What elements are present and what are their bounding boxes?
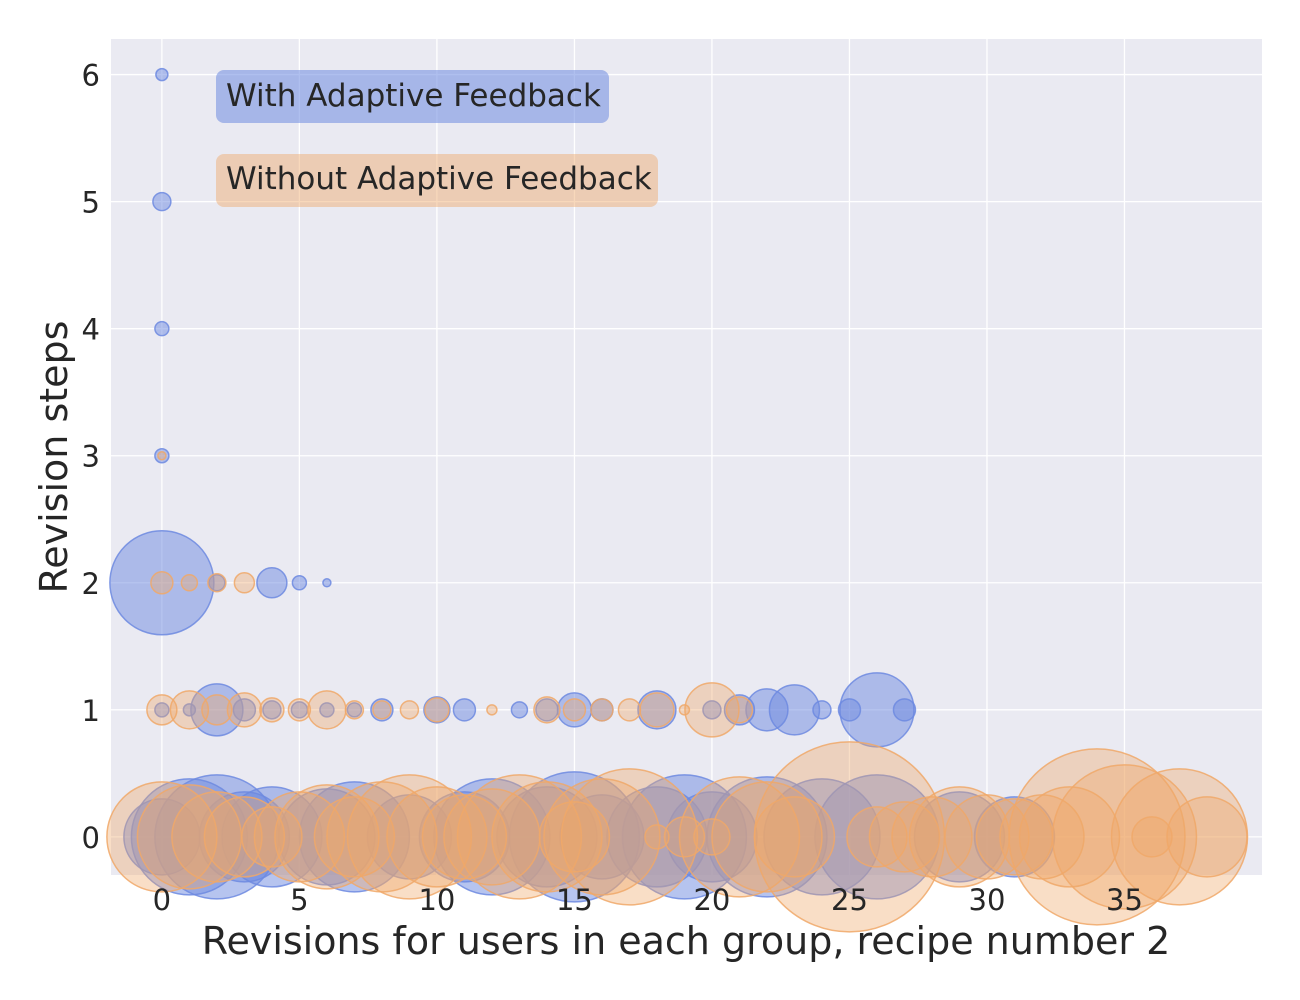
bubble-point [423, 696, 451, 724]
y-tick-label: 6 [82, 59, 100, 93]
bubble-point [319, 702, 335, 718]
series-without-feedback [106, 450, 1249, 933]
bubble-point [155, 67, 169, 82]
legend-label-with-feedback: With Adaptive Feedback [226, 78, 601, 114]
bubble-point [307, 690, 347, 730]
bubble-point [452, 698, 477, 722]
bubble-point [180, 574, 199, 592]
bubble-point [973, 796, 1056, 878]
y-axis-label: Revision steps [32, 321, 76, 594]
bubble-point [157, 450, 167, 461]
x-tick-label: 30 [969, 883, 1006, 917]
bubble-point [702, 700, 722, 720]
y-tick-label: 5 [82, 186, 100, 220]
bubble-point [637, 690, 677, 730]
bubble-point [768, 684, 821, 736]
bubble-point [486, 704, 498, 716]
bubble-point [424, 697, 450, 723]
y-tick-labels: 0 1 2 3 4 5 6 [82, 59, 100, 855]
bubble-point [372, 700, 392, 720]
bubble-point [208, 574, 226, 592]
bubble-point [1051, 764, 1198, 910]
bubble-point [233, 572, 256, 594]
bubble-point [725, 696, 754, 724]
bubble-point [846, 806, 908, 868]
bubble-point [868, 801, 941, 873]
bubble-point [399, 700, 420, 720]
x-tick-label: 35 [1106, 883, 1143, 917]
bubble-point [421, 794, 508, 880]
bubble-point [560, 768, 699, 906]
bubble-point [543, 778, 661, 896]
bubble-point [154, 702, 170, 718]
data-points [106, 67, 1249, 933]
bubble-point [1131, 816, 1173, 858]
x-tick-label: 5 [290, 883, 308, 917]
bubble-point [150, 571, 174, 595]
bubble-point [287, 698, 312, 722]
y-tick-label: 0 [82, 821, 100, 855]
x-tick-labels: 0 5 10 15 20 25 30 35 [153, 883, 1143, 917]
bubble-point [663, 816, 706, 858]
bubble-point [346, 774, 473, 900]
bubble-point [169, 690, 210, 730]
bubble-point [291, 575, 308, 591]
bubble-point [678, 776, 801, 898]
bubble-point [617, 698, 642, 722]
x-tick-label: 20 [693, 883, 730, 917]
bubble-point [154, 447, 170, 464]
bubble-point [1166, 796, 1248, 878]
bubble-point [152, 191, 172, 212]
bubble-point [262, 700, 282, 720]
bubble-point [1008, 748, 1186, 926]
bubble-point [171, 791, 263, 883]
bubble-point [1018, 786, 1121, 888]
bubble-point [106, 781, 218, 893]
x-tick-label: 0 [153, 883, 171, 917]
bubble-point [256, 567, 288, 599]
bubble-point [456, 774, 583, 900]
y-tick-label: 1 [82, 694, 100, 728]
y-tick-label: 3 [82, 440, 100, 474]
bubble-point [891, 796, 973, 878]
bubble-point [203, 796, 286, 878]
legend: With Adaptive Feedback Without Adaptive … [216, 70, 658, 207]
bubble-point [232, 698, 257, 722]
legend-box-without-feedback [216, 154, 658, 207]
bubble-point [711, 781, 823, 893]
plot-background [111, 39, 1262, 875]
bubble-point [146, 694, 178, 726]
bubble-point [207, 573, 227, 593]
bubble-point [533, 696, 561, 724]
bubble-point [944, 794, 1030, 880]
bubble-point [562, 698, 587, 722]
bubble-point [684, 682, 740, 738]
bubble-point [344, 700, 365, 720]
legend-box-with-feedback [216, 70, 609, 123]
legend-label-without-feedback: Without Adaptive Feedback [226, 161, 652, 197]
bubble-point [259, 697, 285, 723]
bubble-point [226, 692, 263, 728]
bubble-point [313, 796, 396, 878]
bubble-point [510, 701, 529, 719]
y-tick-label: 2 [82, 567, 100, 601]
x-tick-label: 25 [831, 883, 868, 917]
bubble-point [644, 824, 670, 850]
bubble-point [590, 698, 614, 722]
bubble-point [201, 694, 233, 726]
x-axis-label: Revisions for users in each group, recip… [202, 919, 1171, 963]
bubble-point [538, 801, 611, 873]
bubble-point [892, 698, 917, 722]
bubble-point [812, 700, 832, 720]
x-tick-label: 10 [418, 883, 455, 917]
bubble-point [346, 702, 363, 718]
x-tick-label: 15 [556, 883, 593, 917]
bubble-point [491, 781, 603, 893]
bubble-point [639, 692, 675, 728]
y-tick-label: 4 [82, 313, 100, 347]
bubble-point [154, 320, 170, 337]
bubble-point [370, 698, 394, 722]
bubble-point [322, 578, 332, 588]
